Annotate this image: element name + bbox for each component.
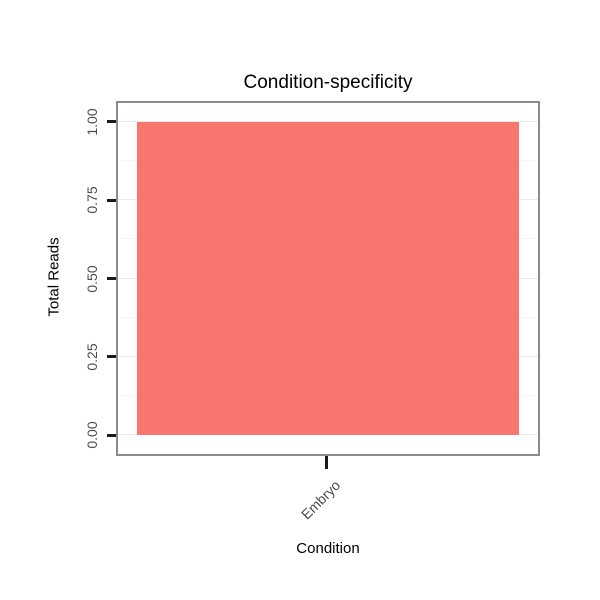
plot-panel: [116, 101, 540, 456]
y-tick-mark: [107, 355, 116, 359]
y-tick-label: 0.25: [84, 343, 100, 371]
bar-embryo: [136, 121, 520, 436]
y-tick-label: 0.50: [84, 264, 100, 293]
y-tick-label: 0.00: [84, 421, 100, 450]
y-tick-mark: [107, 198, 116, 202]
chart-title: Condition-specificity: [243, 72, 413, 93]
y-axis-title: Total Reads: [45, 237, 63, 317]
x-tick-label-embryo: Embryo: [297, 477, 344, 523]
x-axis-tick-mark: [325, 456, 328, 469]
y-tick-mark: [107, 120, 116, 124]
y-tick-label: 0.75: [84, 186, 100, 214]
x-axis-title: Condition: [296, 540, 360, 557]
gridline-major: [118, 120, 538, 122]
y-tick-label: 1.00: [84, 107, 100, 136]
y-tick-mark: [107, 433, 116, 437]
y-axis-ticks: 0.00 0.25 0.50 0.75 1.00: [70, 103, 116, 454]
y-tick-mark: [107, 277, 116, 280]
